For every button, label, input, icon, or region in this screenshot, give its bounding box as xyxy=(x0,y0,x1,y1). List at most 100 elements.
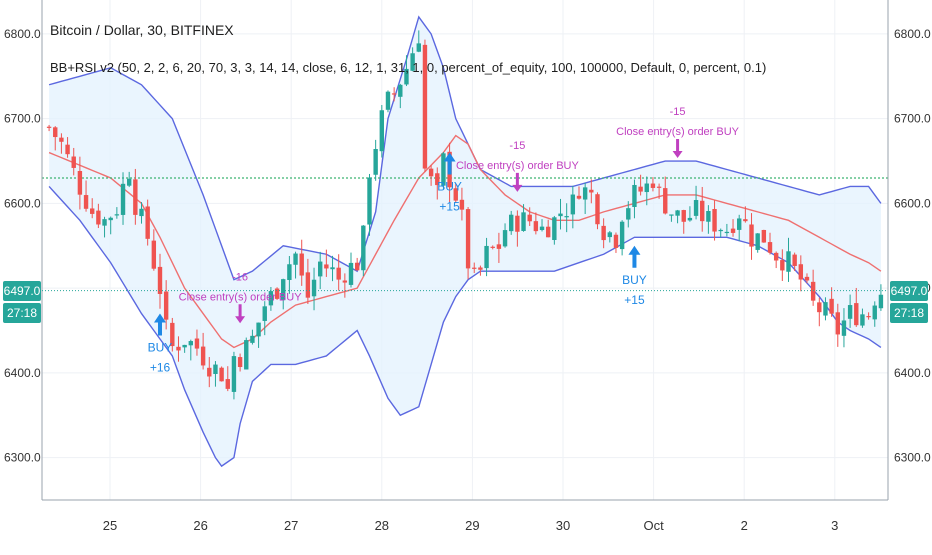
candle-body xyxy=(872,305,877,320)
candle-body xyxy=(317,261,323,277)
candle-body xyxy=(176,346,181,351)
candle-body xyxy=(336,267,341,280)
y-tick-label-left: 6400.0 xyxy=(4,366,41,380)
candle-body xyxy=(194,338,200,349)
candle-body xyxy=(509,214,514,232)
candle-body xyxy=(687,217,693,221)
candle-body xyxy=(755,233,760,250)
candle-body xyxy=(83,195,89,209)
bb-fill xyxy=(49,16,881,467)
candle-body xyxy=(810,281,816,301)
close-order-label: Close entry(s) order BUY xyxy=(179,291,303,303)
candle-body xyxy=(139,208,144,217)
candle-body xyxy=(188,341,194,346)
candle-body xyxy=(157,266,163,294)
candle-body xyxy=(59,137,64,142)
candle-body xyxy=(182,344,187,348)
candle-body xyxy=(804,276,810,281)
candle-body xyxy=(435,173,440,186)
candle-body xyxy=(626,208,631,220)
candle-body xyxy=(595,194,600,225)
candle-body xyxy=(379,110,385,152)
candle-body xyxy=(773,252,779,261)
candle-body xyxy=(558,213,563,217)
y-tick-label-right: 6600.0 xyxy=(894,196,931,210)
candle-body xyxy=(410,53,415,71)
candle-body xyxy=(231,356,237,392)
candle-body xyxy=(311,279,317,297)
x-tick-label: 2 xyxy=(741,518,748,533)
x-tick-label: 29 xyxy=(465,518,479,533)
y-tick-label-left: 6300.0 xyxy=(4,451,41,465)
candle-body xyxy=(736,218,742,230)
candle-body xyxy=(441,153,446,186)
candle-body xyxy=(262,306,267,321)
candle-body xyxy=(632,184,637,207)
order-qty-label: -16 xyxy=(232,271,248,283)
candle-body xyxy=(669,214,674,216)
candle-body xyxy=(373,149,378,175)
order-qty-label: -15 xyxy=(670,106,686,118)
sell-arrow-icon xyxy=(512,172,523,192)
candle-body xyxy=(126,178,132,186)
candle-body xyxy=(619,221,625,250)
last-price-label-right: 6497.0 xyxy=(890,280,928,301)
candle-body xyxy=(225,379,230,389)
buy-order-label: BUY xyxy=(622,273,647,287)
candle-body xyxy=(256,322,261,337)
candle-body xyxy=(170,322,175,347)
candle-body xyxy=(213,364,218,374)
candle-body xyxy=(330,267,335,270)
x-tick-label: 3 xyxy=(831,518,838,533)
last-price-label-left: 6497.0 xyxy=(3,280,41,301)
candle-body xyxy=(521,212,526,231)
buy-order-qty: +15 xyxy=(439,200,460,214)
candle-body xyxy=(77,170,83,195)
countdown-label-right: 27:18 xyxy=(890,302,928,323)
buy-arrow-icon xyxy=(153,313,166,336)
candle-body xyxy=(151,240,157,269)
candle-body xyxy=(250,335,255,343)
candle-body xyxy=(650,183,656,188)
candle-body xyxy=(416,43,421,52)
y-tick-label-right: 6400.0 xyxy=(894,366,931,380)
candle-body xyxy=(527,214,532,222)
bb-basis-line xyxy=(48,134,882,349)
candle-body xyxy=(287,264,292,280)
buy-order-label: BUY xyxy=(148,341,173,355)
candle-body xyxy=(281,279,286,301)
x-tick-label: 27 xyxy=(284,518,298,533)
candle-body xyxy=(133,179,138,215)
candle-body xyxy=(453,188,458,201)
y-tick-label-left: 6600.0 xyxy=(4,196,41,210)
candle-body xyxy=(644,183,649,193)
candle-body xyxy=(570,194,576,215)
buy-arrow-icon xyxy=(628,245,641,268)
candle-body xyxy=(391,93,397,95)
buy-order-qty: +15 xyxy=(624,293,645,307)
candle-body xyxy=(724,231,730,234)
candle-body xyxy=(114,214,120,216)
x-tick-label: 30 xyxy=(556,518,570,533)
x-tick-label: 26 xyxy=(193,518,207,533)
candle-body xyxy=(398,84,403,97)
y-tick-label-left: 6700.0 xyxy=(4,112,41,126)
x-tick-label: 25 xyxy=(103,518,117,533)
candle-body xyxy=(767,242,773,253)
candle-body xyxy=(589,189,594,193)
candle-body xyxy=(582,187,588,200)
candle-body xyxy=(274,288,280,299)
candle-body xyxy=(65,144,70,155)
candle-body xyxy=(607,232,613,238)
candle-body xyxy=(613,234,619,248)
candle-body xyxy=(681,210,686,222)
candle-body xyxy=(367,177,372,225)
y-tick-label-left: 6800.0 xyxy=(4,27,41,41)
candle-body xyxy=(847,305,853,319)
candle-body xyxy=(730,228,736,233)
candle-body xyxy=(761,229,767,243)
candle-body xyxy=(237,357,243,368)
candle-body xyxy=(478,267,483,270)
